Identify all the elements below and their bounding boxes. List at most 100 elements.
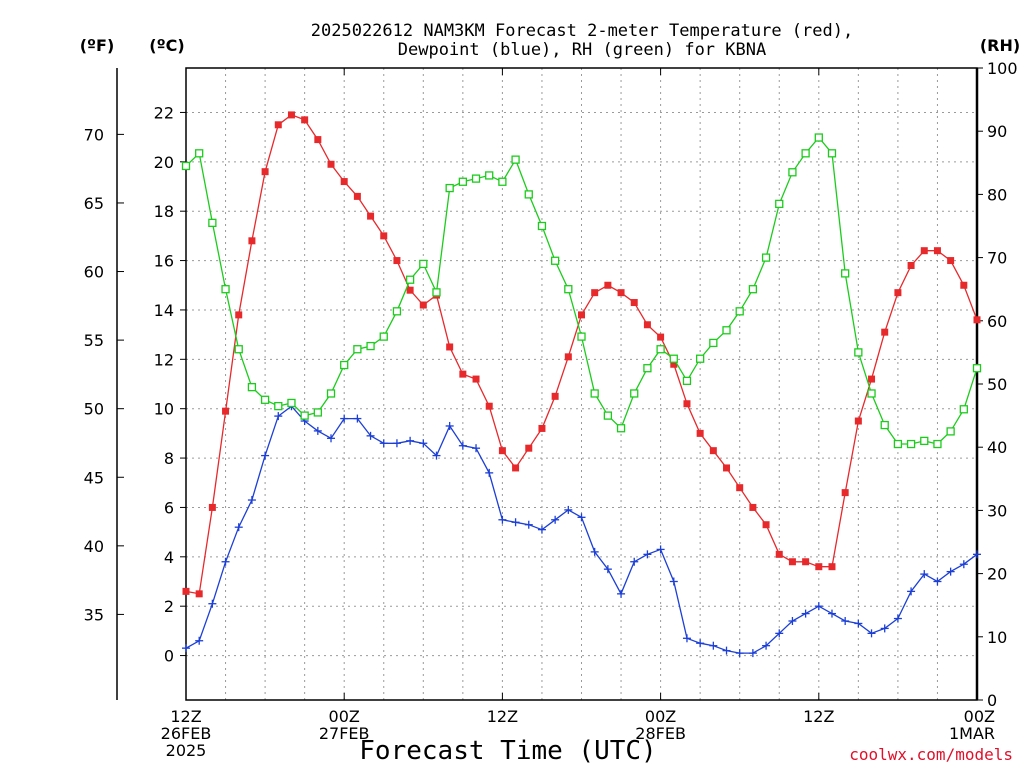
- rh-point: [630, 389, 639, 398]
- x-tick-label: 00Z: [645, 707, 676, 726]
- rh-point: [471, 174, 481, 183]
- temperature-point: [327, 160, 335, 168]
- temperature-point: [287, 111, 295, 119]
- dewpoint-point: [630, 557, 639, 566]
- temperature-point: [788, 558, 796, 566]
- rh-point: [181, 161, 191, 171]
- axis-layer: 0 2 4 6 8 10 12 14 16 18 20 22 35 40 45 50 55 60 65 70 0 10 20…: [84, 59, 1018, 710]
- rh-point: [300, 411, 309, 420]
- dewpoint-point: [682, 634, 691, 643]
- dewpoint-point: [722, 646, 731, 655]
- dewpoint-point: [340, 414, 349, 423]
- rh-tick-label: 70: [987, 249, 1007, 268]
- rh-point: [643, 364, 652, 373]
- rh-point: [656, 345, 665, 354]
- dewpoint-point: [920, 570, 929, 579]
- fahrenheit-tick-label: 70: [84, 125, 104, 144]
- temperature-point: [775, 550, 783, 558]
- rh-point: [221, 285, 230, 294]
- rh-tick-label: 0: [987, 691, 997, 710]
- temperature-point: [947, 257, 955, 265]
- temperature-point: [182, 587, 190, 595]
- dewpoint-point: [748, 649, 757, 658]
- chart-title-line2: Dewpoint (blue), RH (green) for KBNA: [398, 40, 766, 60]
- dewpoint-point: [841, 617, 850, 625]
- temperature-point: [419, 301, 427, 309]
- temperature-point: [538, 424, 546, 432]
- dewpoint-point: [801, 609, 810, 618]
- dewpoint-point: [827, 609, 836, 618]
- celsius-tick-label: 8: [164, 449, 174, 468]
- temperature-point: [894, 289, 902, 297]
- rh-point: [405, 275, 415, 284]
- dewpoint-point: [234, 523, 243, 532]
- dewpoint-point: [617, 589, 626, 598]
- temperature-point: [472, 375, 480, 383]
- rh-point: [247, 383, 257, 392]
- dewpoint-point: [669, 577, 678, 586]
- dewpoint-point: [867, 629, 876, 638]
- dewpoint-point: [959, 560, 968, 569]
- temperature-point: [235, 311, 243, 319]
- rh-point: [353, 345, 362, 354]
- dewpoint-point: [524, 520, 533, 529]
- fahrenheit-tick-label: 65: [84, 194, 104, 213]
- temperature-point: [222, 407, 230, 415]
- temperature-point: [657, 333, 665, 341]
- dewpoint-point: [933, 577, 942, 586]
- rh-point: [564, 285, 573, 294]
- dewpoint-point: [656, 545, 665, 554]
- x-tick-label: 12Z: [170, 707, 201, 726]
- rh-point: [722, 326, 731, 335]
- celsius-tick-label: 2: [164, 597, 174, 616]
- dewpoint-point: [353, 414, 362, 423]
- rh-point: [485, 171, 494, 180]
- celsius-tick-label: 18: [154, 202, 174, 221]
- dewpoint-point: [221, 557, 230, 566]
- temperature-point: [208, 503, 216, 511]
- temperature-point: [301, 116, 309, 124]
- dewpoint-point: [907, 587, 916, 596]
- dewpoint-point: [551, 515, 560, 524]
- dewpoint-point: [788, 617, 797, 625]
- x-tick-label: 26FEB: [161, 724, 212, 743]
- rh-point: [761, 253, 771, 262]
- temperature-point: [393, 257, 401, 265]
- x-tick-label: 27FEB: [319, 724, 370, 743]
- dewpoint-point: [261, 451, 270, 460]
- dewpoint-point: [946, 567, 955, 576]
- dewpoint-point: [379, 439, 388, 448]
- rh-point: [906, 439, 916, 449]
- rh-point: [616, 424, 626, 433]
- rh-tick-label: 20: [987, 565, 1007, 584]
- rh-point: [498, 177, 507, 186]
- rh-point: [313, 408, 322, 417]
- rh-point: [933, 439, 942, 449]
- fahrenheit-tick-label: 35: [84, 605, 104, 624]
- rh-point: [208, 218, 217, 227]
- x-axis-label: Forecast Time (UTC): [359, 736, 656, 766]
- rh-point: [366, 341, 375, 351]
- temperature-point: [709, 447, 717, 455]
- temperature-point: [248, 237, 256, 245]
- rh-point: [195, 149, 204, 158]
- dewpoint-point: [445, 421, 454, 430]
- rh-point: [880, 420, 889, 430]
- rh-tick-label: 60: [987, 312, 1007, 331]
- temperature-point: [195, 590, 203, 598]
- temperature-point: [617, 289, 625, 297]
- chart-title-line1: 2025022612 NAM3KM Forecast 2-meter Tempe…: [311, 21, 853, 41]
- dewpoint-line: [185, 405, 978, 654]
- rh-point: [419, 259, 428, 269]
- temperature-point: [498, 447, 506, 455]
- temperature-point: [907, 262, 915, 269]
- celsius-tick-label: 10: [154, 400, 174, 419]
- celsius-tick-label: 4: [164, 548, 174, 567]
- dewpoint-point: [537, 525, 546, 534]
- rh-point: [577, 332, 586, 341]
- rh-point: [682, 376, 692, 385]
- dewpoint-point: [406, 436, 415, 445]
- dewpoint-point: [366, 431, 375, 440]
- celsius-tick-label: 14: [154, 301, 174, 320]
- dewpoint-point: [854, 619, 863, 628]
